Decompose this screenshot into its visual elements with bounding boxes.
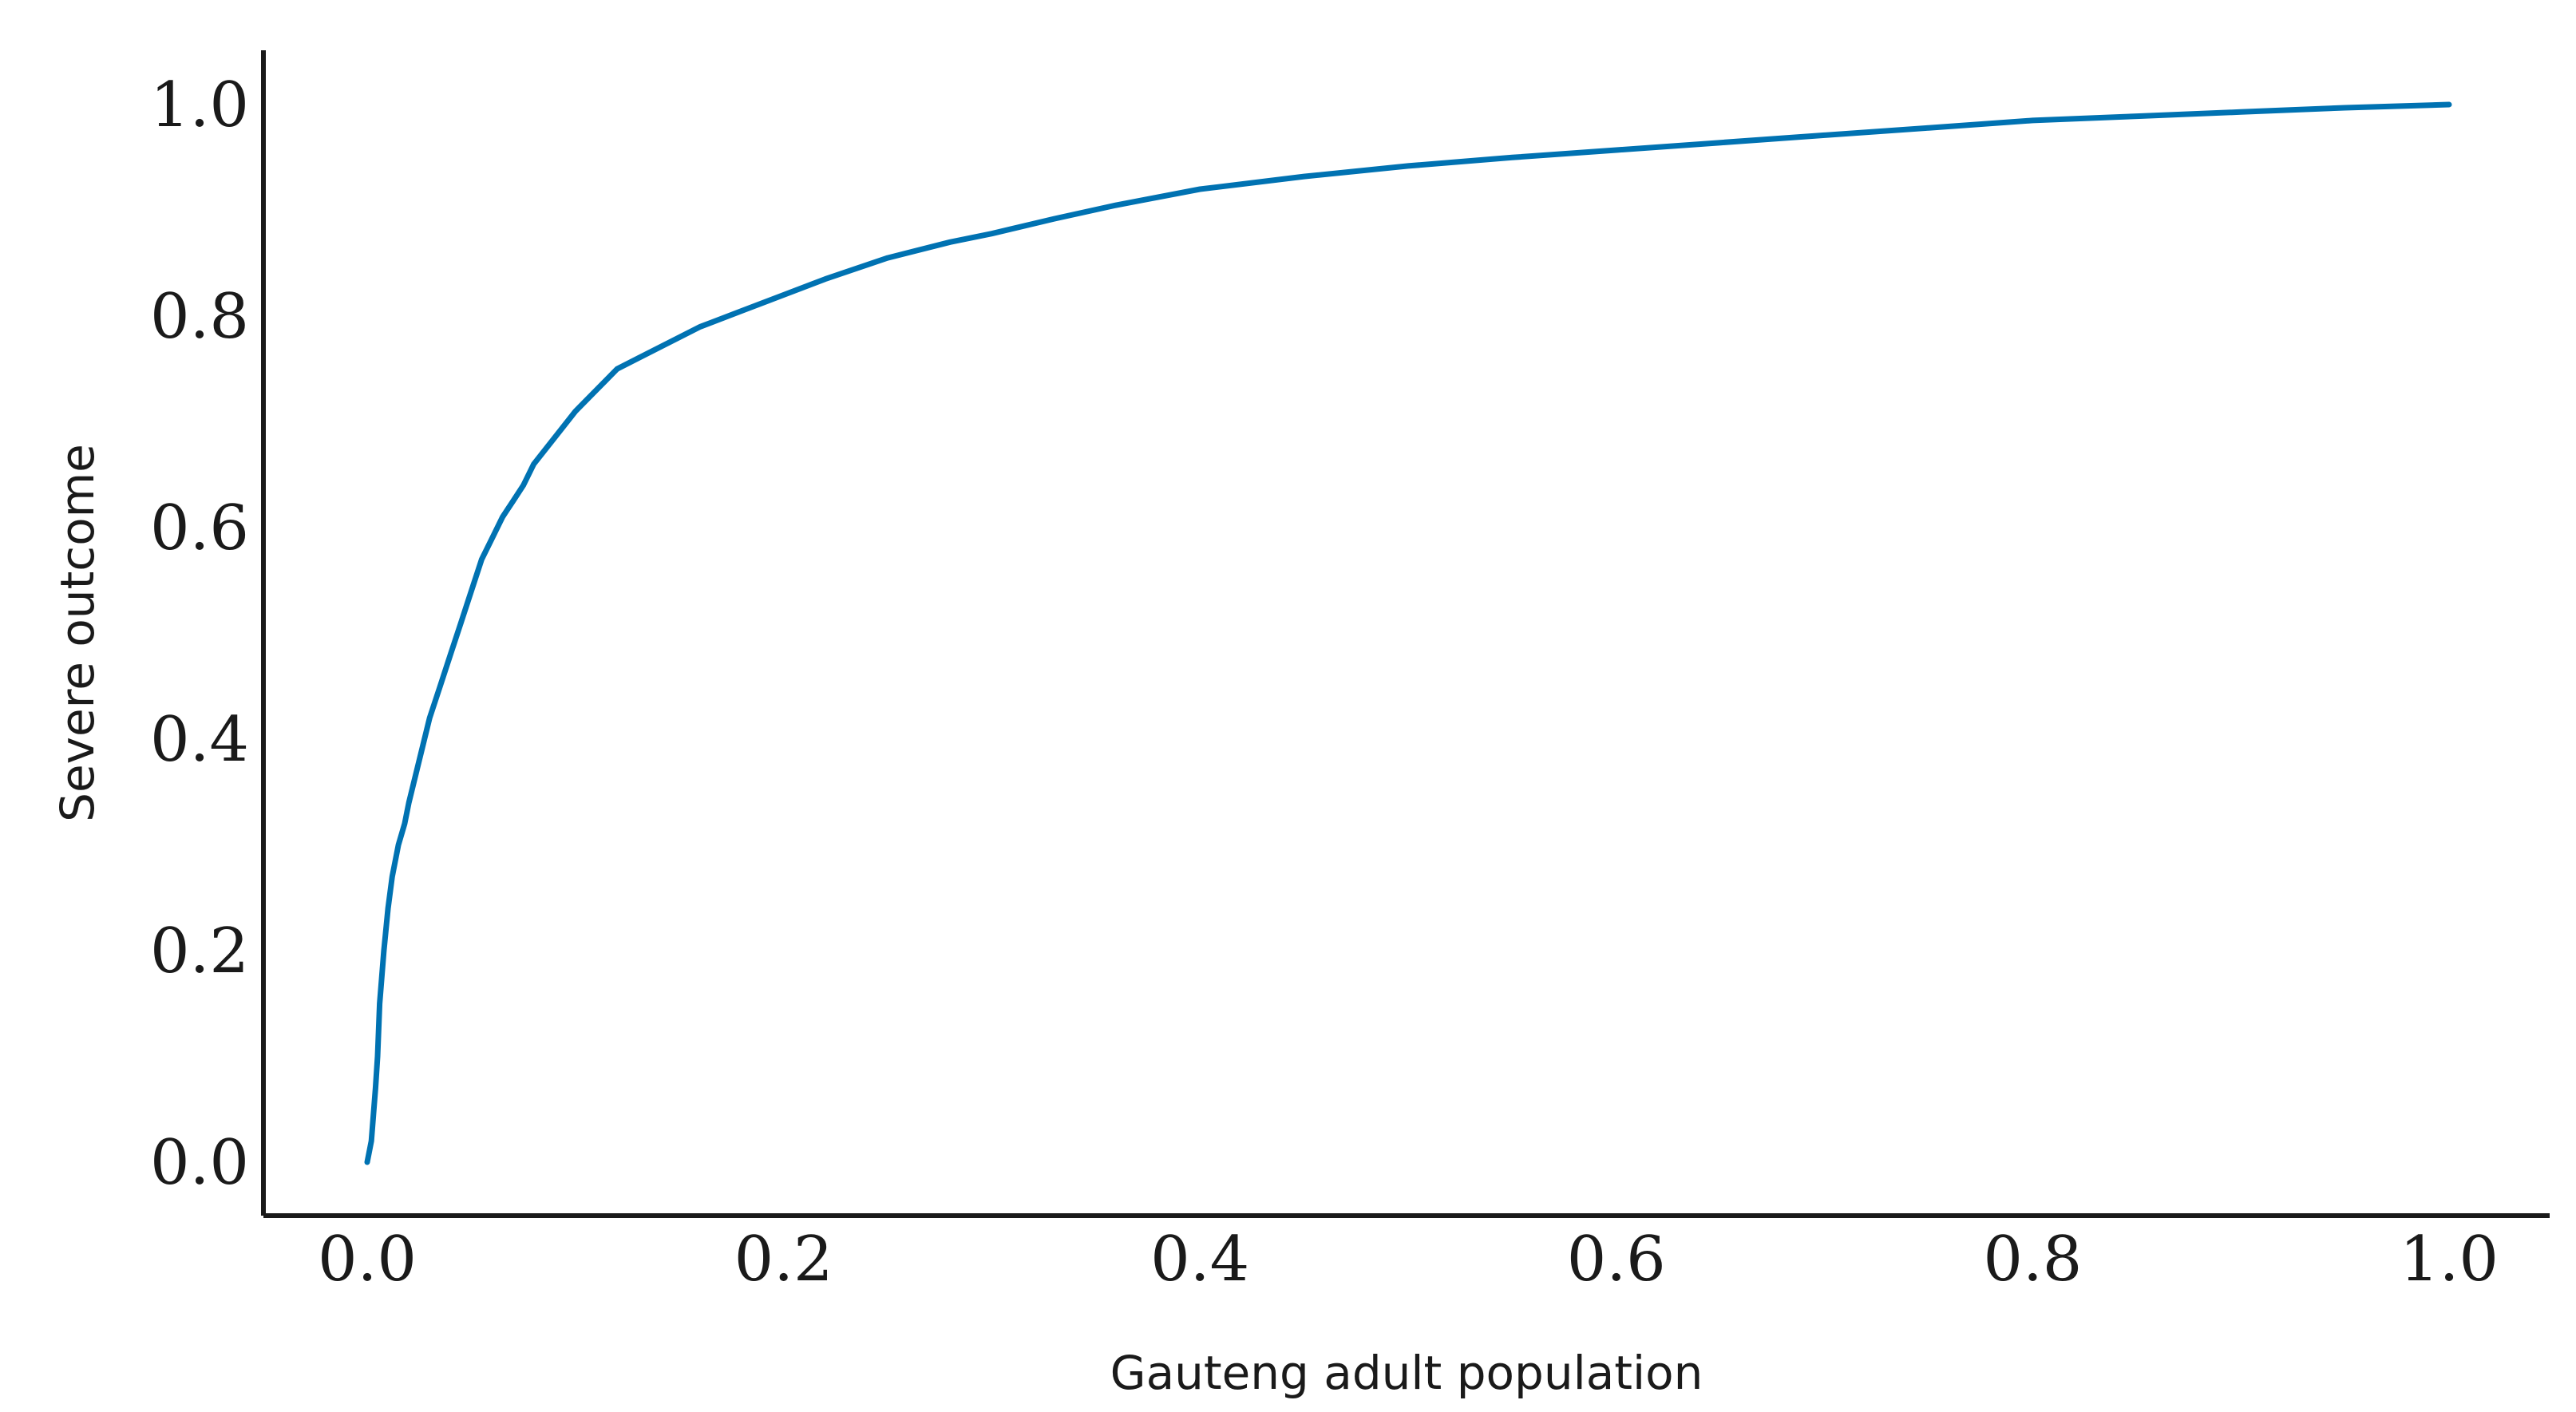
y-axis-label: Severe outcome [50, 444, 105, 822]
x-tick-labels: 0.0 0.2 0.4 0.6 0.8 1.0 [318, 1224, 2499, 1295]
axes [261, 50, 2550, 1218]
x-tick-label: 0.6 [1567, 1224, 1666, 1295]
y-tick-label: 0.6 [150, 492, 249, 564]
y-tick-label: 1.0 [150, 69, 249, 141]
x-tick-label: 0.8 [1983, 1224, 2082, 1295]
y-tick-labels: 0.0 0.2 0.4 0.6 0.8 1.0 [150, 69, 249, 1199]
y-tick-label: 0.8 [150, 281, 249, 353]
y-tick-label: 0.0 [150, 1127, 249, 1199]
x-tick-label: 0.2 [734, 1224, 833, 1295]
x-tick-label: 0.0 [318, 1224, 417, 1295]
series-line-0 [364, 101, 2452, 1165]
plot-series [364, 101, 2452, 1165]
x-axis-label: Gauteng adult population [1110, 1346, 1703, 1400]
y-tick-label: 0.4 [150, 704, 249, 776]
x-tick-label: 1.0 [2400, 1224, 2499, 1295]
x-tick-label: 0.4 [1150, 1224, 1249, 1295]
y-tick-label: 0.2 [150, 916, 249, 987]
